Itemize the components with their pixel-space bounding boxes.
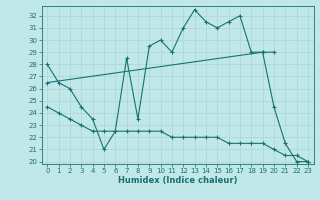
- X-axis label: Humidex (Indice chaleur): Humidex (Indice chaleur): [118, 176, 237, 185]
